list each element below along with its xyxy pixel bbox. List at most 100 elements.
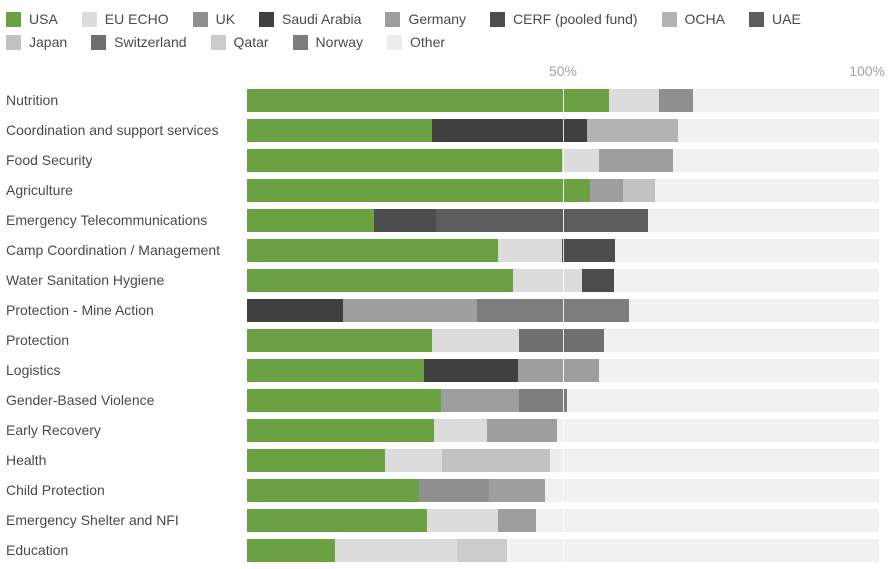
chart-row-agriculture: Agriculture — [0, 175, 892, 205]
bar-track — [247, 508, 879, 532]
bar-segment-eu-echo[interactable] — [384, 448, 442, 472]
legend-item-japan[interactable]: Japan — [6, 31, 67, 53]
bar-segment-cerf-pooled-fund[interactable] — [561, 238, 616, 262]
bar-segment-usa[interactable] — [247, 88, 610, 112]
legend-label: OCHA — [684, 11, 725, 27]
legend-item-qatar[interactable]: Qatar — [210, 31, 269, 53]
bar-segment-usa[interactable] — [247, 148, 562, 172]
bar-segment-switzerland[interactable] — [519, 328, 605, 352]
bar-segment-usa[interactable] — [247, 268, 514, 292]
legend-swatch-icon — [259, 11, 275, 27]
chart-row-early-recovery: Early Recovery — [0, 415, 892, 445]
bar-track — [247, 538, 879, 562]
chart-legend: USA EU ECHO UK Saudi Arabia Germany CERF (poo… — [0, 8, 892, 53]
legend-item-cerf-pooled-fund[interactable]: CERF (pooled fund) — [490, 8, 638, 30]
legend-label: UAE — [772, 11, 801, 27]
chart-row-food-security: Food Security — [0, 145, 892, 175]
bar-segment-germany[interactable] — [343, 298, 478, 322]
legend-label: Germany — [408, 11, 467, 27]
bar-segment-saudi-arabia[interactable] — [432, 118, 587, 142]
bar-segment-germany[interactable] — [487, 418, 558, 442]
bar-segment-eu-echo[interactable] — [497, 238, 562, 262]
chart-row-coordination-and-support-services: Coordination and support services — [0, 115, 892, 145]
bar-track — [247, 118, 879, 142]
legend-label: USA — [29, 11, 58, 27]
category-label: Food Security — [6, 152, 93, 168]
bar-segment-saudi-arabia[interactable] — [247, 298, 344, 322]
legend-item-germany[interactable]: Germany — [385, 8, 466, 30]
chart-row-health: Health — [0, 445, 892, 475]
chart-row-emergency-shelter-and-nfi: Emergency Shelter and NFI — [0, 505, 892, 535]
bar-segment-eu-echo[interactable] — [427, 508, 498, 532]
bar-segment-cerf-pooled-fund[interactable] — [374, 208, 436, 232]
bar-segment-usa[interactable] — [247, 448, 385, 472]
bar-segment-japan[interactable] — [441, 448, 550, 472]
legend-swatch-icon — [385, 11, 401, 27]
legend-item-saudi-arabia[interactable]: Saudi Arabia — [259, 8, 361, 30]
bar-segment-eu-echo[interactable] — [434, 418, 488, 442]
bar-segment-germany[interactable] — [497, 508, 536, 532]
legend-item-ocha[interactable]: OCHA — [661, 8, 725, 30]
bar-segment-japan[interactable] — [623, 178, 656, 202]
bar-segment-usa[interactable] — [247, 388, 442, 412]
bar-segment-usa[interactable] — [247, 328, 433, 352]
bar-segment-uk[interactable] — [418, 478, 490, 502]
legend-item-switzerland[interactable]: Switzerland — [91, 31, 187, 53]
legend-item-norway[interactable]: Norway — [292, 31, 363, 53]
bar-segment-other[interactable] — [549, 448, 560, 472]
chart-row-child-protection: Child Protection — [0, 475, 892, 505]
chart-plot-area: Nutrition Coordination and support servic… — [0, 85, 892, 565]
legend-swatch-icon — [81, 11, 97, 27]
bar-segment-usa[interactable] — [247, 508, 428, 532]
bar-segment-cerf-pooled-fund[interactable] — [581, 268, 615, 292]
category-label: Coordination and support services — [6, 122, 219, 138]
legend-item-uae[interactable]: UAE — [749, 8, 801, 30]
category-label: Child Protection — [6, 482, 105, 498]
legend-item-uk[interactable]: UK — [192, 8, 235, 30]
bar-segment-usa[interactable] — [247, 538, 335, 562]
legend-item-eu-echo[interactable]: EU ECHO — [81, 8, 169, 30]
legend-swatch-icon — [387, 34, 403, 50]
bar-segment-germany[interactable] — [599, 148, 673, 172]
bar-segment-germany[interactable] — [489, 478, 546, 502]
bar-segment-germany[interactable] — [590, 178, 624, 202]
bar-segment-usa[interactable] — [247, 238, 498, 262]
bar-segment-norway[interactable] — [477, 298, 630, 322]
bar-segment-eu-echo[interactable] — [609, 88, 660, 112]
bar-segment-eu-echo[interactable] — [334, 538, 457, 562]
category-label: Water Sanitation Hygiene — [6, 272, 165, 288]
bar-segment-eu-echo[interactable] — [561, 148, 600, 172]
bar-segment-usa[interactable] — [247, 208, 375, 232]
legend-swatch-icon — [6, 11, 21, 27]
category-label: Emergency Shelter and NFI — [6, 512, 179, 528]
legend-swatch-icon — [490, 11, 506, 27]
legend-swatch-icon — [210, 34, 226, 50]
bar-segment-germany[interactable] — [518, 358, 600, 382]
bar-segment-eu-echo[interactable] — [513, 268, 582, 292]
bar-track — [247, 478, 879, 502]
bar-segment-saudi-arabia[interactable] — [423, 358, 519, 382]
bar-segment-uk[interactable] — [659, 88, 694, 112]
bar-segment-qatar[interactable] — [456, 538, 507, 562]
bar-track — [247, 328, 879, 352]
bar-track — [247, 88, 879, 112]
chart-row-protection: Protection — [0, 325, 892, 355]
bar-track — [247, 358, 879, 382]
bar-segment-germany[interactable] — [441, 388, 519, 412]
legend-item-other[interactable]: Other — [387, 31, 445, 53]
bar-segment-ocha[interactable] — [587, 118, 679, 142]
bar-track — [247, 148, 879, 172]
bar-segment-usa[interactable] — [247, 118, 433, 142]
bar-segment-norway[interactable] — [518, 388, 567, 412]
legend-swatch-icon — [661, 11, 677, 27]
bar-segment-usa[interactable] — [247, 358, 424, 382]
legend-item-usa[interactable]: USA — [6, 8, 58, 30]
chart-row-camp-coordination-management: Camp Coordination / Management — [0, 235, 892, 265]
bar-segment-eu-echo[interactable] — [432, 328, 520, 352]
bar-segment-usa[interactable] — [247, 418, 435, 442]
bar-segment-usa[interactable] — [247, 478, 419, 502]
bar-segment-usa[interactable] — [247, 178, 591, 202]
legend-label: CERF (pooled fund) — [513, 11, 638, 27]
category-label: Gender-Based Violence — [6, 392, 155, 408]
bar-segment-uae[interactable] — [435, 208, 648, 232]
